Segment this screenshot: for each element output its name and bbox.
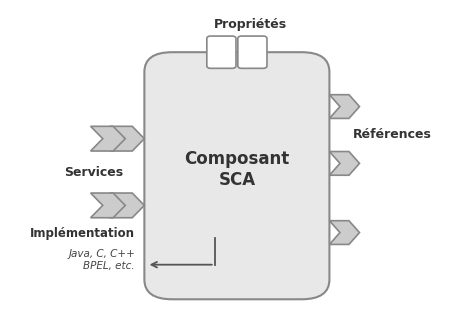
Polygon shape [90, 126, 125, 151]
Text: Implémentation: Implémentation [30, 227, 135, 240]
Polygon shape [90, 193, 125, 218]
Text: Références: Références [352, 128, 431, 141]
Polygon shape [329, 151, 359, 175]
FancyBboxPatch shape [238, 36, 267, 68]
FancyBboxPatch shape [145, 52, 329, 299]
Text: Services: Services [64, 165, 123, 179]
Polygon shape [329, 221, 359, 245]
FancyBboxPatch shape [207, 36, 236, 68]
Text: Propriétés: Propriétés [214, 18, 287, 31]
Text: Java, C, C++
BPEL, etc.: Java, C, C++ BPEL, etc. [68, 249, 135, 271]
Polygon shape [110, 193, 145, 218]
Polygon shape [110, 126, 145, 151]
Text: Composant
SCA: Composant SCA [184, 150, 290, 189]
Polygon shape [329, 95, 359, 118]
